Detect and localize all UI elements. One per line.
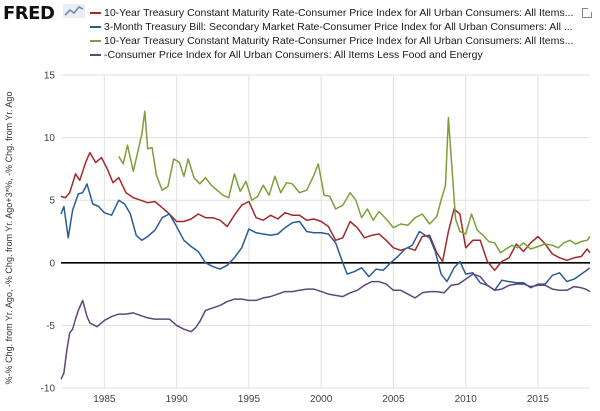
legend-item-1[interactable]: 10-Year Treasury Constant Maturity Rate-… <box>90 6 590 20</box>
expand-icon[interactable] <box>582 8 592 18</box>
legend: 10-Year Treasury Constant Maturity Rate-… <box>90 6 590 62</box>
x-tick-label-4: 2005 <box>382 394 405 405</box>
y-tick-label-4: 10 <box>44 133 56 144</box>
legend-label-2: 3-Month Treasury Bill: Secondary Market … <box>104 21 573 33</box>
legend-swatch-1 <box>90 12 101 14</box>
x-tick-label-0: 1985 <box>93 394 116 405</box>
legend-label-4: -Consumer Price Index for All Urban Cons… <box>104 49 483 61</box>
legend-swatch-4 <box>90 54 101 56</box>
legend-item-3[interactable]: 10-Year Treasury Constant Maturity Rate-… <box>90 34 590 48</box>
x-tick-label-6: 2015 <box>527 394 550 405</box>
y-tick-label-0: -10 <box>41 384 56 395</box>
series-line-4[interactable] <box>60 273 591 380</box>
grid <box>61 74 590 389</box>
legend-item-4[interactable]: -Consumer Price Index for All Urban Cons… <box>90 48 590 62</box>
x-tick-label-1: 1990 <box>166 394 189 405</box>
chart-header: FRED 10-Year Treasury Constant Maturity … <box>0 0 600 64</box>
legend-item-2[interactable]: 3-Month Treasury Bill: Secondary Market … <box>90 20 590 34</box>
y-tick-label-1: -5 <box>46 321 55 332</box>
logo-text: FRED <box>3 3 55 24</box>
fred-logo[interactable]: FRED <box>3 3 55 24</box>
x-tick-label-5: 2010 <box>455 394 478 405</box>
series-line-3[interactable] <box>118 110 591 254</box>
legend-swatch-2 <box>90 26 101 28</box>
series-line-1[interactable] <box>60 151 591 272</box>
y-axis-ticks: -10 -5 0 5 10 15 <box>41 71 56 395</box>
y-tick-label-2: 0 <box>49 258 55 269</box>
y-tick-label-3: 5 <box>49 196 55 207</box>
legend-label-3: 10-Year Treasury Constant Maturity Rate-… <box>104 35 574 47</box>
x-tick-label-3: 2000 <box>310 394 333 405</box>
line-chart-icon <box>63 4 85 18</box>
x-axis-ticks: 1985 1990 1995 2000 2005 2010 2015 <box>93 394 549 405</box>
y-axis-label: %-% Chg. from Yr. Ago, -% Chg. from Yr. … <box>4 92 14 385</box>
legend-label-1: 10-Year Treasury Constant Maturity Rate-… <box>104 7 574 19</box>
series-layer <box>60 110 591 380</box>
x-tick-label-2: 1995 <box>238 394 261 405</box>
legend-swatch-3 <box>90 40 101 42</box>
y-tick-label-5: 15 <box>44 71 56 82</box>
